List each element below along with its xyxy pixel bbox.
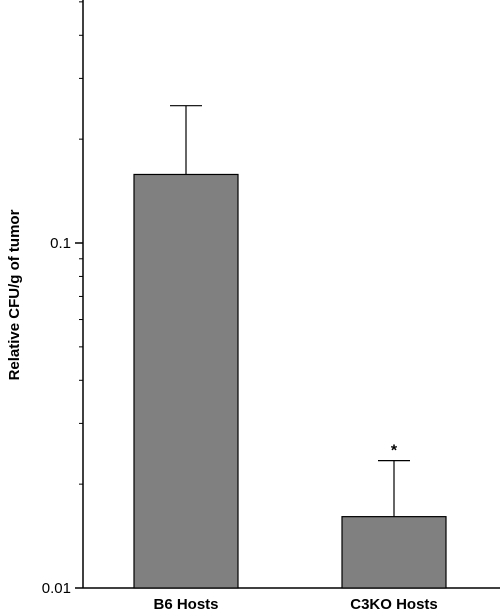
- bar-b6-hosts: [133, 173, 239, 589]
- bar-c3ko-hosts: [341, 516, 447, 589]
- y-minor-ticks: [79, 1, 83, 485]
- y-major-ticks: 0.1 0.01: [42, 235, 83, 597]
- y-axis-title: Relative CFU/g of tumor: [6, 209, 23, 380]
- x-tick-label: C3KO Hosts: [350, 596, 438, 613]
- bars: [133, 173, 447, 589]
- y-tick-label: 0.1: [50, 235, 71, 252]
- x-tick-label: B6 Hosts: [153, 596, 218, 613]
- error-bar: [170, 105, 202, 175]
- annotations: *: [391, 443, 398, 460]
- significance-asterisk: *: [391, 443, 398, 460]
- error-bar: [378, 460, 410, 517]
- x-tick-labels: B6 Hosts C3KO Hosts: [153, 596, 437, 613]
- error-bars: [170, 105, 410, 517]
- y-tick-label: 0.01: [42, 580, 71, 597]
